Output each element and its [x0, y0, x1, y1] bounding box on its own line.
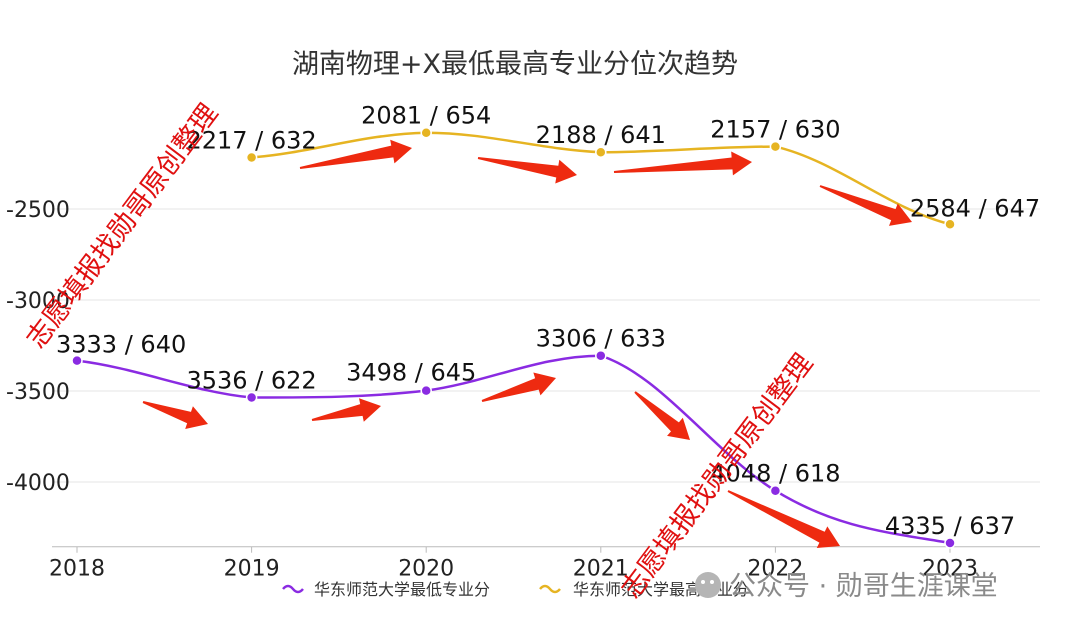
arrow-shape [477, 157, 578, 184]
trend-arrows [142, 139, 912, 548]
data-points [71, 126, 956, 549]
arrow-shape [142, 401, 209, 429]
data-point [769, 484, 782, 497]
trend-arrow [142, 401, 209, 429]
data-label: 3306 / 633 [536, 325, 666, 353]
x-tick-label: 2022 [747, 557, 803, 582]
arrow-shape [481, 372, 556, 402]
data-point [944, 537, 956, 549]
trend-arrow [634, 391, 690, 441]
data-point [71, 354, 83, 367]
y-tick-label: -3500 [6, 380, 70, 405]
data-label: 2584 / 647 [910, 194, 1040, 222]
trend-arrow [311, 398, 382, 422]
footer-text: 公众号 · 勋哥生涯课堂 [729, 571, 998, 602]
chart-title: 湖南物理+X最低最高专业分位次趋势 [292, 49, 738, 80]
data-label: 4335 / 637 [885, 512, 1015, 540]
x-tick-label: 2020 [398, 557, 454, 582]
data-label: 3333 / 640 [56, 331, 186, 359]
arrow-shape [819, 185, 912, 226]
legend-label-min: 华东师范大学最低专业分 [314, 580, 490, 599]
footer-brand: 公众号 · 勋哥生涯课堂 [695, 571, 998, 602]
data-point [245, 391, 258, 404]
x-axis: 2018 2019 2020 2021 2022 2023 [49, 546, 1040, 582]
data-point [420, 384, 432, 397]
y-axis: -2500 -3000 -3500 -4000 [6, 198, 70, 496]
y-tick-label: -2500 [6, 198, 70, 223]
data-label: 2217 / 632 [186, 126, 316, 154]
trend-arrow [477, 157, 578, 184]
trend-arrow [727, 490, 841, 548]
arrow-shape [613, 151, 753, 176]
data-point [245, 151, 258, 164]
data-label: 3536 / 622 [186, 367, 316, 395]
x-tick-label: 2023 [922, 557, 978, 582]
trend-arrow [299, 139, 413, 169]
y-tick-label: -3000 [6, 289, 70, 314]
data-point [769, 140, 782, 153]
legend-swatch-min [282, 584, 304, 594]
series-line-0 [76, 354, 951, 545]
data-point [595, 146, 607, 158]
data-point [595, 349, 607, 362]
x-tick-label: 2021 [573, 557, 629, 582]
data-point [420, 126, 432, 139]
x-tick-label: 2019 [224, 557, 280, 582]
watermark-left: 志愿填报找勋哥原创整理 [21, 98, 224, 354]
legend-label-max: 华东师范大学最高专业分 [573, 580, 749, 599]
data-label: 2188 / 641 [536, 121, 666, 149]
legend: 华东师范大学最低专业分 华东师范大学最高专业分 [282, 580, 749, 599]
data-point [944, 218, 956, 231]
data-label: 4048 / 618 [710, 460, 840, 488]
data-label: 2157 / 630 [710, 116, 840, 144]
arrow-shape [311, 398, 382, 422]
trend-arrow [481, 372, 556, 402]
x-tick-label: 2018 [49, 557, 105, 582]
arrow-shape [299, 139, 413, 169]
arrow-shape [727, 490, 841, 548]
data-label: 3498 / 645 [346, 359, 476, 387]
trend-arrow [613, 151, 753, 176]
legend-swatch-max [539, 584, 561, 594]
y-tick-label: -4000 [6, 471, 70, 496]
arrow-shape [634, 391, 690, 441]
data-label: 2081 / 654 [361, 102, 491, 130]
trend-arrow [819, 185, 912, 226]
wechat-icon [695, 572, 721, 598]
